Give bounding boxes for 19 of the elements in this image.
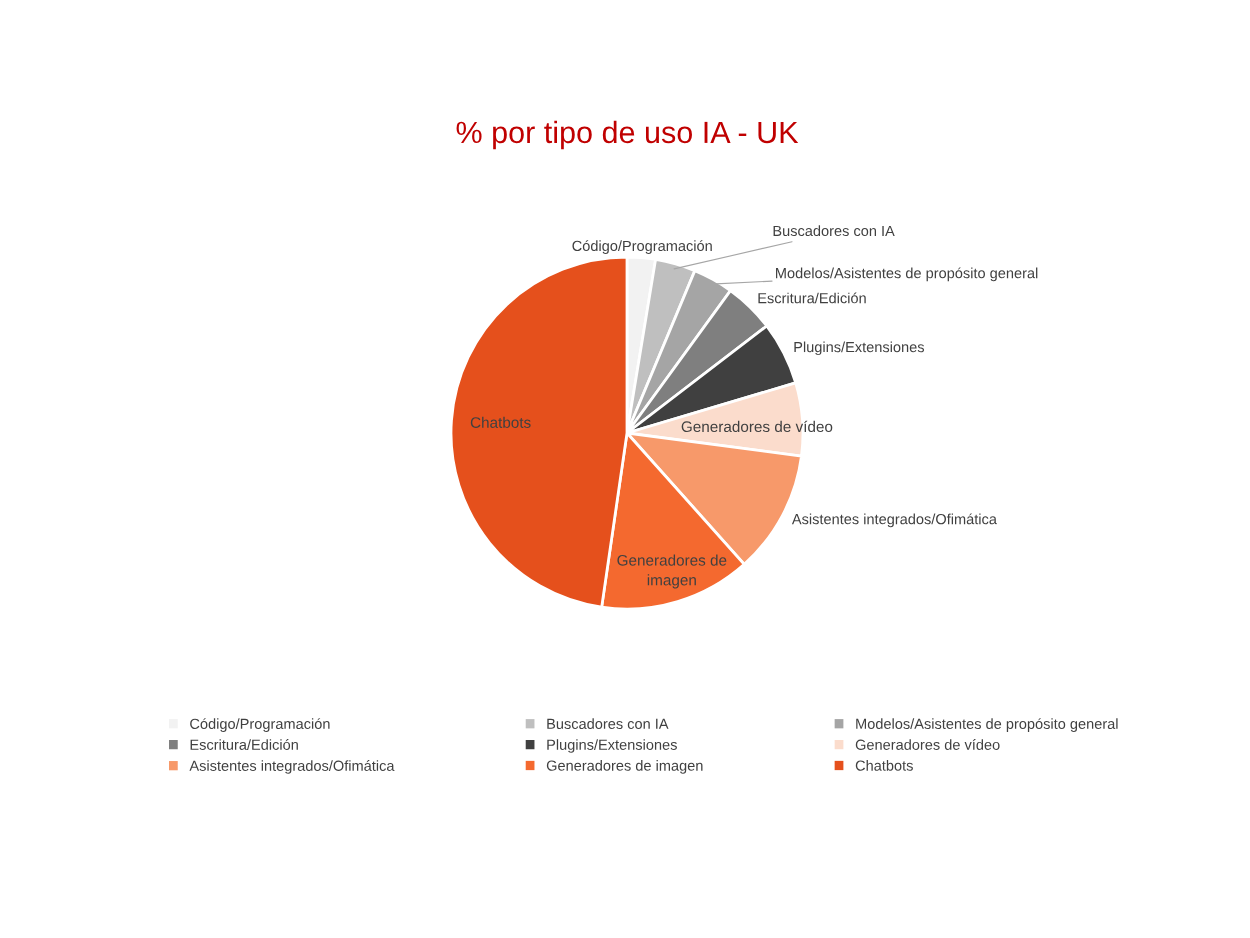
legend-label: Escritura/Edición — [190, 739, 298, 750]
slice-label: Generadores de vídeo — [681, 420, 833, 433]
slice-label: Buscadores con IA — [773, 225, 895, 237]
chart-title: % por tipo de uso IA - UK — [456, 120, 799, 150]
legend-label: Chatbots — [855, 760, 913, 771]
slice-label: Código/Programación — [572, 240, 712, 254]
slice-label: Modelos/Asistentes de propósito general — [776, 267, 1038, 282]
legend-label: Generadores de imagen — [546, 760, 703, 774]
legend-label: Asistentes integrados/Ofimática — [189, 760, 395, 774]
slice-label: Plugins/Extensiones — [794, 341, 925, 356]
legend-label: Plugins/Extensiones — [547, 739, 677, 753]
slice-label: Generadores de imagen — [617, 554, 727, 589]
category-label: Escritura/Edición — [758, 292, 866, 304]
legend-label: Generadores de vídeo — [855, 739, 1000, 750]
legend-label: Modelos/Asistentes de propósito general — [856, 718, 1118, 732]
legend-label: Buscadores con IA — [547, 718, 669, 730]
slice-label: Chatbots — [470, 416, 531, 428]
slice-label: Asistentes integrados/Ofimática — [791, 513, 997, 528]
legend-label: Código/Programación — [190, 718, 330, 732]
